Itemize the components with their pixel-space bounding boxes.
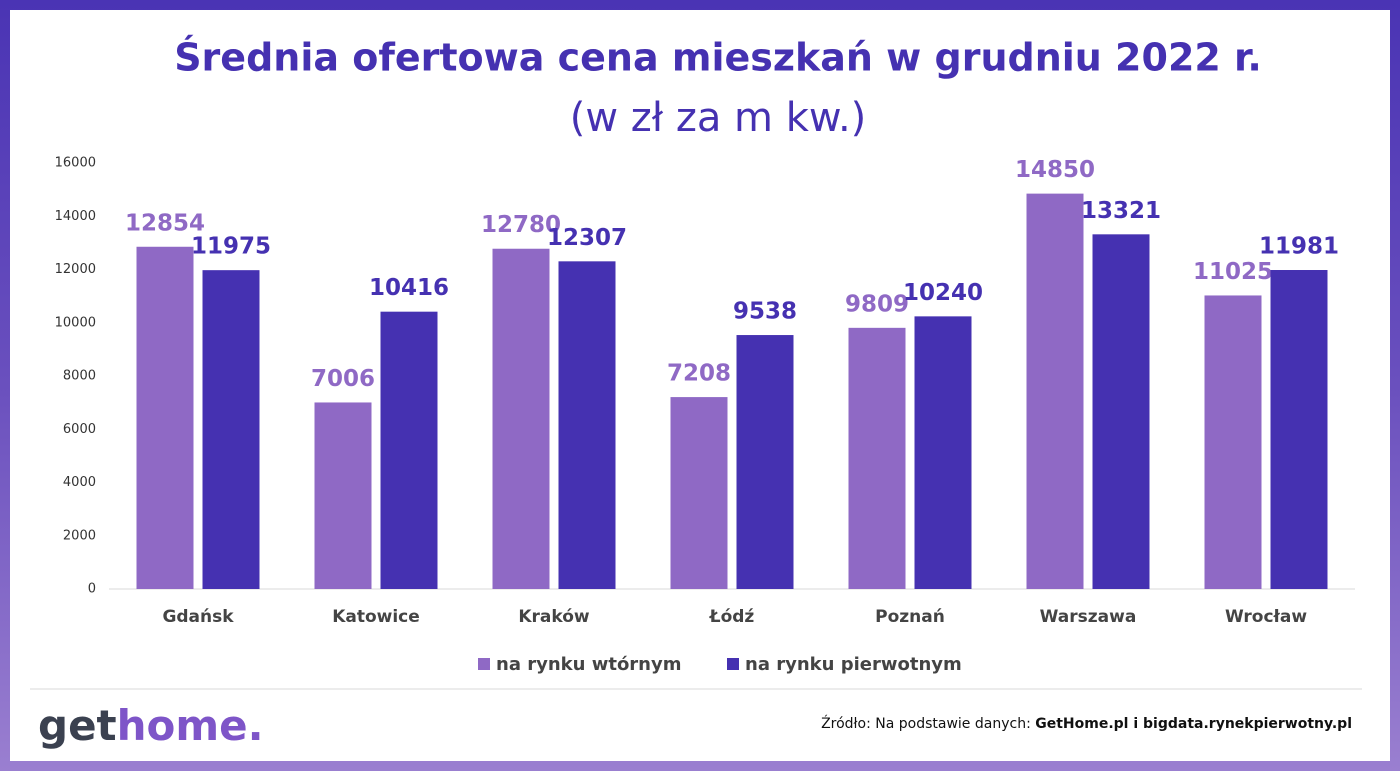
bar bbox=[202, 270, 260, 589]
legend-swatch bbox=[478, 658, 490, 670]
x-tick-label: Gdańsk bbox=[162, 607, 234, 627]
chart-subtitle: (w zł za m kw.) bbox=[570, 95, 867, 141]
y-tick-label: 0 bbox=[88, 582, 96, 597]
value-label: 10416 bbox=[369, 275, 449, 301]
y-tick-label: 8000 bbox=[63, 369, 96, 384]
x-tick-label: Warszawa bbox=[1040, 607, 1137, 627]
value-label: 9809 bbox=[845, 291, 909, 317]
y-tick-label: 10000 bbox=[55, 315, 96, 330]
y-tick-label: 14000 bbox=[55, 209, 96, 224]
value-label: 12307 bbox=[547, 225, 627, 251]
bar bbox=[670, 397, 728, 589]
logo-part: home. bbox=[117, 701, 264, 750]
legend-swatch bbox=[727, 658, 739, 670]
bar bbox=[136, 246, 194, 589]
x-tick-label: Łódź bbox=[709, 607, 755, 627]
value-label: 14850 bbox=[1015, 157, 1095, 183]
logo-part: get bbox=[38, 701, 117, 750]
bar bbox=[1204, 295, 1262, 589]
bar bbox=[1026, 193, 1084, 589]
y-tick-label: 16000 bbox=[55, 156, 96, 171]
value-label: 9538 bbox=[733, 299, 797, 325]
value-label: 11025 bbox=[1193, 259, 1273, 285]
value-label: 11981 bbox=[1259, 234, 1339, 260]
source-label: Źródło: Na podstawie danych: bbox=[821, 714, 1035, 732]
y-tick-label: 4000 bbox=[63, 475, 96, 490]
y-tick-label: 12000 bbox=[55, 262, 96, 277]
y-tick-label: 6000 bbox=[63, 422, 96, 437]
source: Źródło: Na podstawie danych: GetHome.pl … bbox=[821, 714, 1352, 732]
value-label: 7208 bbox=[667, 361, 731, 387]
value-label: 7006 bbox=[311, 366, 375, 392]
legend-label: na rynku wtórnym bbox=[496, 654, 681, 675]
bar bbox=[1092, 234, 1150, 589]
bar bbox=[558, 261, 616, 589]
source-value: GetHome.pl i bigdata.rynekpierwotny.pl bbox=[1035, 716, 1352, 732]
x-tick-label: Kraków bbox=[518, 607, 590, 627]
value-label: 10240 bbox=[903, 280, 983, 306]
value-label: 12780 bbox=[481, 212, 561, 238]
bar bbox=[492, 248, 550, 590]
bar bbox=[848, 327, 906, 589]
value-label: 12854 bbox=[125, 210, 205, 236]
x-tick-label: Poznań bbox=[875, 607, 945, 627]
bar bbox=[314, 402, 372, 589]
y-tick-label: 2000 bbox=[63, 528, 96, 543]
logo: gethome. bbox=[38, 701, 264, 750]
bar bbox=[736, 335, 794, 589]
x-tick-label: Wrocław bbox=[1225, 607, 1307, 627]
bar bbox=[380, 311, 438, 589]
value-label: 11975 bbox=[191, 234, 271, 260]
bar bbox=[914, 316, 972, 589]
chart-title: Średnia ofertowa cena mieszkań w grudniu… bbox=[174, 36, 1262, 80]
bar bbox=[1270, 270, 1328, 589]
value-label: 13321 bbox=[1081, 198, 1161, 224]
legend-label: na rynku pierwotnym bbox=[745, 654, 962, 675]
x-tick-label: Katowice bbox=[332, 607, 420, 627]
